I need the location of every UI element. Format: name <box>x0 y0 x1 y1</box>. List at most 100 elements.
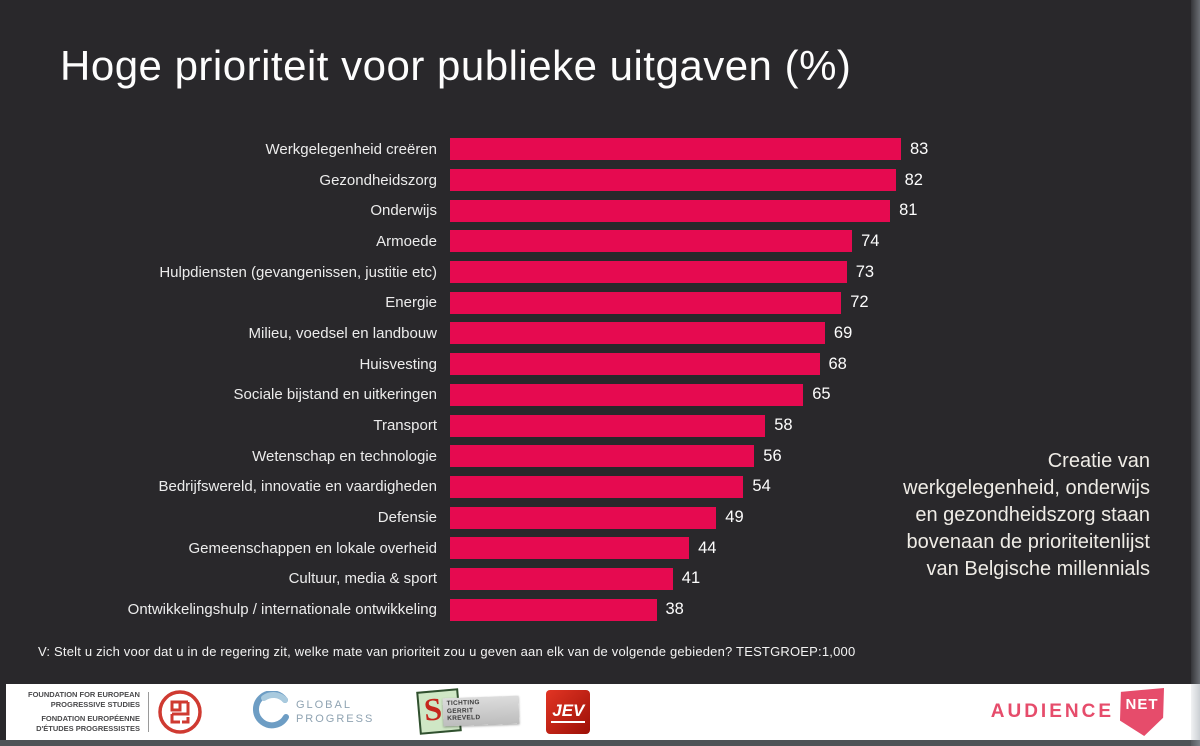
bar-row: Huisvesting 68 <box>0 349 1000 380</box>
bar-zone: 41 <box>450 567 1000 590</box>
bar-row: Gemeenschappen en lokale overheid 44 <box>0 533 1000 564</box>
category-label: Gemeenschappen en lokale overheid <box>188 539 437 557</box>
category-label: Ontwikkelingshulp / internationale ontwi… <box>127 601 437 619</box>
value-label: 72 <box>850 293 869 312</box>
bar-zone: 68 <box>450 353 1000 376</box>
bar-row: Cultuur, media & sport 41 <box>0 564 1000 595</box>
logo-bar: FOUNDATION FOR EUROPEAN PROGRESSIVE STUD… <box>6 684 1200 740</box>
annotation-text: Creatie van werkgelegenheid, onderwijs e… <box>903 450 1150 580</box>
page-right-edge <box>1191 0 1200 746</box>
value-label: 82 <box>904 170 923 189</box>
page-title: Hoge prioriteit voor publieke uitgaven (… <box>60 42 852 89</box>
category-label: Werkgelegenheid creëren <box>265 140 438 158</box>
category-label: Wetenschap en technologie <box>252 447 437 465</box>
bar-rows: Werkgelegenheid creëren 83 Gezondheidszorg… <box>0 134 1000 625</box>
bar-row: Armoede 74 <box>0 226 1000 257</box>
bar-zone: 82 <box>450 169 1000 192</box>
category-label: Bedrijfswereld, innovatie en vaardighede… <box>158 478 437 496</box>
category-label: Milieu, voedsel en landbouw <box>248 324 437 342</box>
value-label: 44 <box>698 538 717 557</box>
bar <box>450 291 842 314</box>
feps-divider <box>147 692 149 732</box>
bar-zone: 44 <box>450 537 1000 560</box>
feps-logo-text: FOUNDATION FOR EUROPEAN PROGRESSIVE STUD… <box>28 690 140 734</box>
bar-row: Onderwijs 81 <box>0 195 1000 226</box>
bar-row: Ontwikkelingshulp / internationale ontwi… <box>0 594 1000 625</box>
bar-row: Sociale bijstand en uitkeringen 65 <box>0 380 1000 411</box>
bar-zone: 56 <box>450 445 1000 468</box>
bar <box>450 353 820 376</box>
value-label: 74 <box>861 231 880 250</box>
bar <box>450 414 766 437</box>
feps-line: FONDATION EUROPÉENNE <box>41 714 140 723</box>
category-label: Cultuur, media & sport <box>288 570 437 588</box>
sgk-initial: S <box>422 690 444 728</box>
value-label: 65 <box>812 385 831 404</box>
value-label: 56 <box>763 446 782 465</box>
feps-knot-icon <box>158 690 202 734</box>
value-label: 83 <box>910 139 929 158</box>
bar <box>450 199 891 222</box>
bar <box>450 475 744 498</box>
value-label: 49 <box>725 508 744 527</box>
category-label: Energie <box>385 294 437 312</box>
global-progress-text: GLOBAL PROGRESS <box>296 698 374 726</box>
feps-line: FOUNDATION FOR EUROPEAN <box>28 690 140 699</box>
bar <box>450 230 853 253</box>
bar-row: Gezondheidszorg 82 <box>0 165 1000 196</box>
feps-logo: FOUNDATION FOR EUROPEAN PROGRESSIVE STUD… <box>28 689 203 735</box>
survey-question-footnote: V: Stelt u zich voor dat u in de regerin… <box>38 644 856 659</box>
bar-zone: 81 <box>450 199 1000 222</box>
bar <box>450 506 717 529</box>
category-label: Huisvesting <box>359 355 437 373</box>
bar-chart: Werkgelegenheid creëren 83 Gezondheidszorg… <box>0 134 1000 625</box>
stichting-gerrit-kreveld-logo: TICHTING GERRIT KREVELD S <box>416 688 520 736</box>
bar-zone: 54 <box>450 475 1000 498</box>
bar-zone: 65 <box>450 383 1000 406</box>
bar-row: Werkgelegenheid creëren 83 <box>0 134 1000 165</box>
value-label: 38 <box>665 600 684 619</box>
value-label: 73 <box>855 262 875 281</box>
global-progress-logo: GLOBAL PROGRESS <box>251 691 374 733</box>
global-progress-arc-icon <box>252 691 289 729</box>
bar <box>450 445 755 468</box>
bar <box>450 261 847 284</box>
value-label: 81 <box>899 201 918 220</box>
sgk-text-strip: TICHTING GERRIT KREVELD <box>442 695 520 727</box>
category-label: Transport <box>373 417 437 435</box>
gp-line: GLOBAL <box>295 699 352 711</box>
audiencenet-net-text: NET <box>1125 696 1159 713</box>
bar-zone: 74 <box>450 230 1000 253</box>
bar <box>450 322 825 345</box>
bar-row: Hulpdiensten (gevangenissen, justitie et… <box>0 257 1000 288</box>
bar-row: Bedrijfswereld, innovatie en vaardighede… <box>0 472 1000 503</box>
bar-row: Milieu, voedsel en landbouw 69 <box>0 318 1000 349</box>
bar <box>450 598 657 621</box>
sgk-line: KREVELD <box>447 714 481 723</box>
bar-zone: 73 <box>450 261 1000 284</box>
feps-line: PROGRESSIVE STUDIES <box>50 700 140 709</box>
bar-zone: 69 <box>450 322 1000 345</box>
bar-row: Transport 58 <box>0 410 1000 441</box>
bar-zone: 83 <box>450 138 1000 161</box>
category-label: Defensie <box>377 509 437 527</box>
value-label: 54 <box>752 477 771 496</box>
category-label: Hulpdiensten (gevangenissen, justitie et… <box>159 263 437 281</box>
bar-zone: 58 <box>450 414 1000 437</box>
value-label: 41 <box>681 569 701 588</box>
category-label: Sociale bijstand en uitkeringen <box>233 386 437 404</box>
value-label: 58 <box>774 416 793 435</box>
gp-line: PROGRESS <box>295 713 375 725</box>
category-label: Onderwijs <box>370 202 437 220</box>
bar-zone: 49 <box>450 506 1000 529</box>
category-label: Armoede <box>376 232 437 250</box>
bar-row: Energie 72 <box>0 287 1000 318</box>
bar <box>450 567 673 590</box>
category-label: Gezondheidszorg <box>319 171 437 189</box>
bar-row: Wetenschap en technologie 56 <box>0 441 1000 472</box>
bar <box>450 537 690 560</box>
window-bottom-edge <box>0 740 1200 746</box>
audiencenet-word: AUDIENCE <box>990 701 1114 722</box>
bar <box>450 169 896 192</box>
